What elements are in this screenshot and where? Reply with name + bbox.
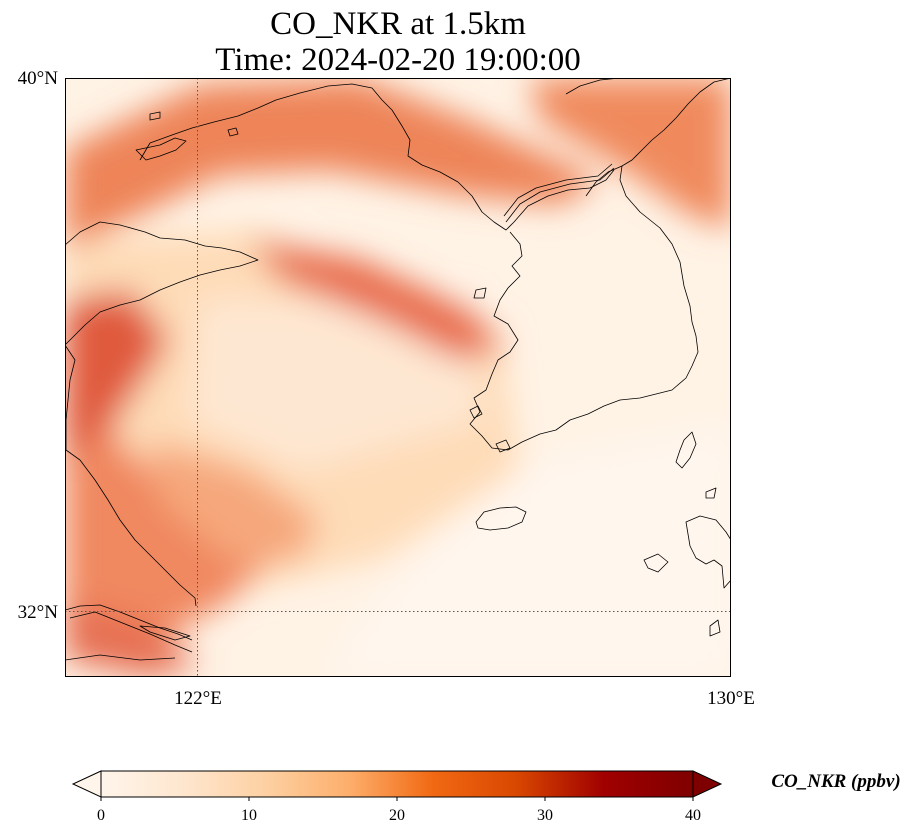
colorbar-extend-low — [71, 770, 102, 798]
colorbar-tick-10: 10 — [241, 807, 257, 824]
coastlines — [65, 78, 731, 661]
colorbar-tick-40: 40 — [685, 807, 701, 824]
map-title-line-1: CO_NKR at 1.5km — [270, 6, 526, 42]
map-title-line-2: Time: 2024-02-20 19:00:00 — [215, 42, 581, 78]
colorbar-label: CO_NKR (ppbv) — [771, 771, 901, 792]
colorbar-tick-20: 20 — [389, 807, 405, 824]
lon-tick-130: 130°E — [707, 688, 755, 709]
lat-tick-40: 40°N — [18, 68, 59, 89]
colorbar-tick-0: 0 — [97, 807, 105, 824]
map-frame — [65, 78, 731, 677]
colorbar-gradient — [100, 770, 694, 798]
colorbar-extend-high — [692, 770, 723, 798]
colorbar-tick-30: 30 — [537, 807, 553, 824]
gridlines — [65, 78, 731, 677]
concentration-field — [65, 78, 731, 677]
lon-tick-122: 122°E — [174, 688, 222, 709]
lat-tick-32: 32°N — [18, 602, 59, 623]
colorbar: 0 10 20 30 40 — [71, 770, 723, 824]
